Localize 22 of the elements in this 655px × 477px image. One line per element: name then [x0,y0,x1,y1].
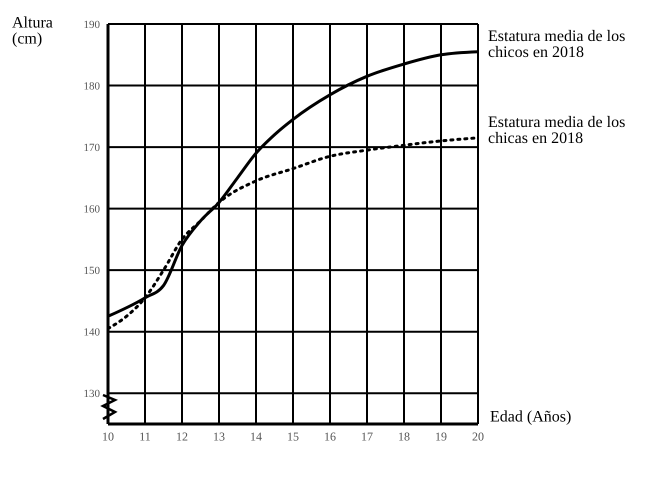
y-tick-label: 190 [84,18,100,31]
y-axis-title: Altura (cm) [12,14,53,48]
y-tick-label: 150 [84,265,100,278]
series-label: Estatura media de los chicos en 2018 [488,28,626,62]
x-tick-label: 10 [102,430,114,444]
x-tick-label: 16 [324,430,336,444]
y-tick-label: 180 [84,80,100,92]
x-tick-label: 20 [472,430,484,444]
y-tick-label: 130 [84,388,100,400]
x-tick-label: 12 [176,430,188,444]
x-tick-label: 19 [435,430,447,444]
y-tick-label: 140 [84,326,100,339]
x-tick-label: 15 [287,430,299,444]
series-label: Estatura media de los chicas en 2018 [488,114,626,148]
x-tick-label: 14 [250,430,262,444]
y-tick-label: 170 [84,142,100,154]
y-tick-label: 160 [84,204,100,216]
x-tick-label: 18 [398,430,410,444]
x-tick-label: 17 [361,430,373,444]
x-tick-label: 13 [213,430,225,444]
x-axis-title: Edad (Años) [490,408,572,426]
x-tick-label: 11 [139,430,151,444]
